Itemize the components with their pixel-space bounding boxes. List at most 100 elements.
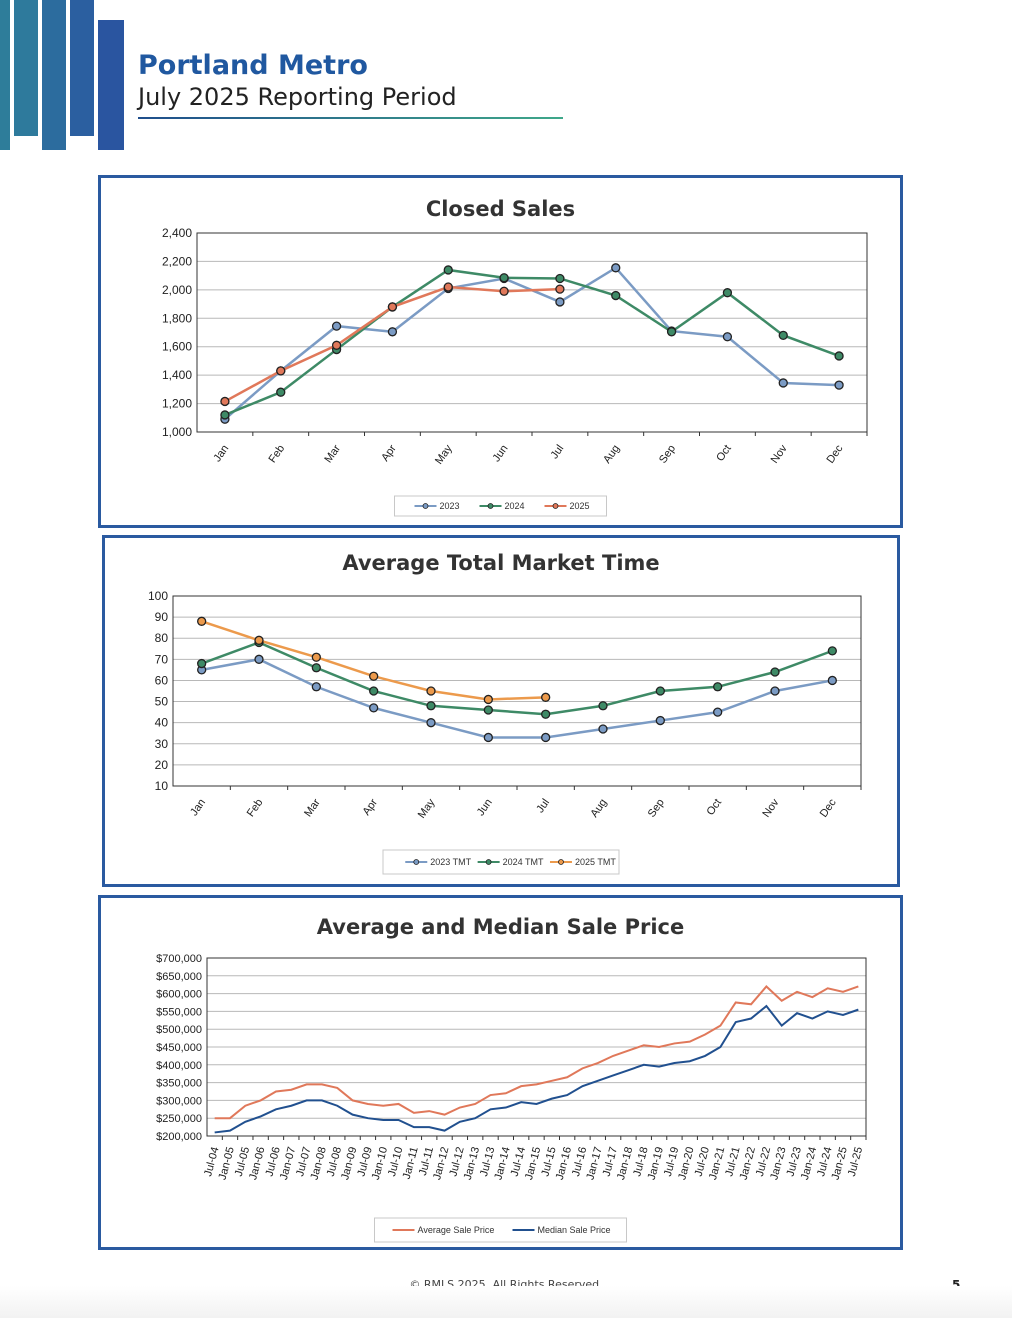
- y-tick-label: 10: [155, 779, 169, 793]
- series-line-median-sale-price: [214, 1004, 859, 1134]
- data-point-2024: [722, 288, 733, 298]
- data-point-2025-tmt: [311, 652, 321, 662]
- x-tick-label: Sep: [657, 443, 678, 466]
- chart-title: Closed Sales: [426, 197, 575, 221]
- header-bar-4: [70, 0, 94, 136]
- chart-title: Average Total Market Time: [342, 551, 659, 575]
- x-tick-label: Jan: [211, 443, 231, 464]
- y-tick-label: $550,000: [156, 1006, 202, 1018]
- data-point-2024-tmt: [426, 701, 436, 711]
- legend-marker: [413, 859, 420, 865]
- legend-marker: [487, 503, 494, 509]
- data-point-2024: [276, 387, 286, 397]
- y-tick-label: 2,200: [162, 254, 192, 268]
- x-tick-label: Apr: [360, 797, 380, 818]
- data-point-2025: [331, 340, 342, 350]
- data-point-2025-tmt: [426, 686, 436, 696]
- data-point-2024-tmt: [713, 682, 723, 692]
- data-point-2024: [220, 410, 230, 420]
- y-tick-label: 2,000: [162, 283, 192, 297]
- x-tick-label: Sep: [646, 797, 667, 820]
- legend-label: 2023: [440, 501, 460, 511]
- data-point-2023: [722, 332, 733, 342]
- data-point-2025: [387, 302, 398, 312]
- data-point-2024: [499, 273, 509, 283]
- y-tick-label: $600,000: [156, 989, 202, 1001]
- y-tick-label: $200,000: [156, 1131, 202, 1143]
- x-tick-label: Dec: [824, 442, 845, 465]
- data-point-2025: [220, 396, 230, 407]
- y-tick-label: 1,600: [162, 340, 192, 354]
- y-tick-label: $500,000: [156, 1024, 202, 1036]
- x-tick-label: Aug: [601, 443, 622, 466]
- title-block: Portland Metro July 2025 Reporting Perio…: [138, 50, 457, 112]
- title-underline: [138, 117, 563, 119]
- data-point-2024-tmt: [827, 646, 837, 656]
- data-point-2024-tmt: [311, 663, 321, 673]
- market-time-chart: Average Total Market Time 10 20 30 40 50 60 70 8…: [148, 551, 862, 875]
- market-time-panel: Average Total Market Time 10 20 30 40 50 60 70 8…: [102, 535, 900, 887]
- page-subtitle: July 2025 Reporting Period: [138, 83, 457, 111]
- data-point-2025-tmt: [197, 616, 207, 626]
- y-tick-label: 70: [155, 652, 169, 666]
- x-tick-label: Feb: [245, 797, 266, 819]
- x-tick-label: Oct: [704, 797, 724, 818]
- data-point-2023-tmt: [598, 724, 608, 734]
- y-tick-label: 50: [155, 695, 169, 709]
- y-tick-label: 100: [148, 589, 168, 603]
- data-point-2024: [834, 351, 844, 361]
- data-point-2024: [611, 290, 621, 301]
- plot-frame: [172, 595, 862, 787]
- x-tick-label: Mar: [322, 443, 343, 466]
- legend-label: 2023 TMT: [430, 857, 471, 867]
- legend-marker: [485, 859, 492, 865]
- bottom-shade: [0, 1286, 1012, 1318]
- y-tick-label: 20: [155, 758, 169, 772]
- data-point-2024-tmt: [598, 701, 608, 711]
- data-point-2024-tmt: [655, 686, 665, 696]
- y-tick-label: 1,000: [162, 425, 192, 439]
- legend-label: 2024: [505, 501, 525, 511]
- legend-marker: [422, 503, 429, 509]
- y-tick-label: $650,000: [156, 971, 202, 983]
- data-point-2024-tmt: [369, 686, 379, 696]
- y-tick-label: $350,000: [156, 1078, 202, 1090]
- y-tick-label: 2,400: [162, 226, 192, 240]
- legend-label: 2025 TMT: [575, 857, 616, 867]
- y-tick-label: 80: [155, 631, 169, 645]
- closed-sales-chart: Closed Sales 1,000 1,200 1,400 1,600 1,800 2,0…: [162, 197, 868, 517]
- data-point-2023: [778, 378, 788, 388]
- y-tick-label: 1,400: [162, 368, 192, 382]
- header-bar-5: [98, 20, 124, 150]
- x-tick-label: Apr: [379, 443, 399, 464]
- legend-label: 2024 TMT: [503, 857, 544, 867]
- data-point-2023-tmt: [311, 682, 321, 692]
- plot-frame: [206, 957, 867, 1137]
- data-point-2024: [443, 265, 453, 275]
- data-point-2023-tmt: [369, 703, 379, 713]
- x-tick-label: Jan: [188, 797, 208, 818]
- header-bar-3: [42, 0, 66, 150]
- series-line-2023-tmt: [201, 658, 833, 739]
- x-tick-label: Jun: [475, 797, 495, 818]
- x-tick-label: Nov: [760, 796, 781, 819]
- data-point-2025-tmt: [369, 671, 379, 681]
- y-tick-label: 1,800: [162, 311, 192, 325]
- data-point-2024: [778, 330, 788, 340]
- data-point-2024: [666, 327, 677, 337]
- data-point-2024-tmt: [483, 705, 493, 715]
- data-point-2025-tmt: [254, 635, 264, 645]
- plot-frame: [196, 232, 868, 433]
- legend-marker: [552, 503, 559, 509]
- x-tick-label: Dec: [818, 796, 839, 819]
- legend-box: [374, 1217, 627, 1243]
- x-tick-label: Oct: [714, 443, 734, 464]
- data-point-2023: [555, 297, 565, 307]
- data-point-2023-tmt: [541, 732, 551, 743]
- y-tick-label: $450,000: [156, 1042, 202, 1054]
- data-point-2023: [331, 321, 342, 331]
- data-point-2023-tmt: [254, 654, 264, 664]
- x-tick-label: May: [433, 442, 455, 466]
- y-tick-label: 60: [155, 673, 169, 687]
- page-number: 5: [952, 1278, 961, 1292]
